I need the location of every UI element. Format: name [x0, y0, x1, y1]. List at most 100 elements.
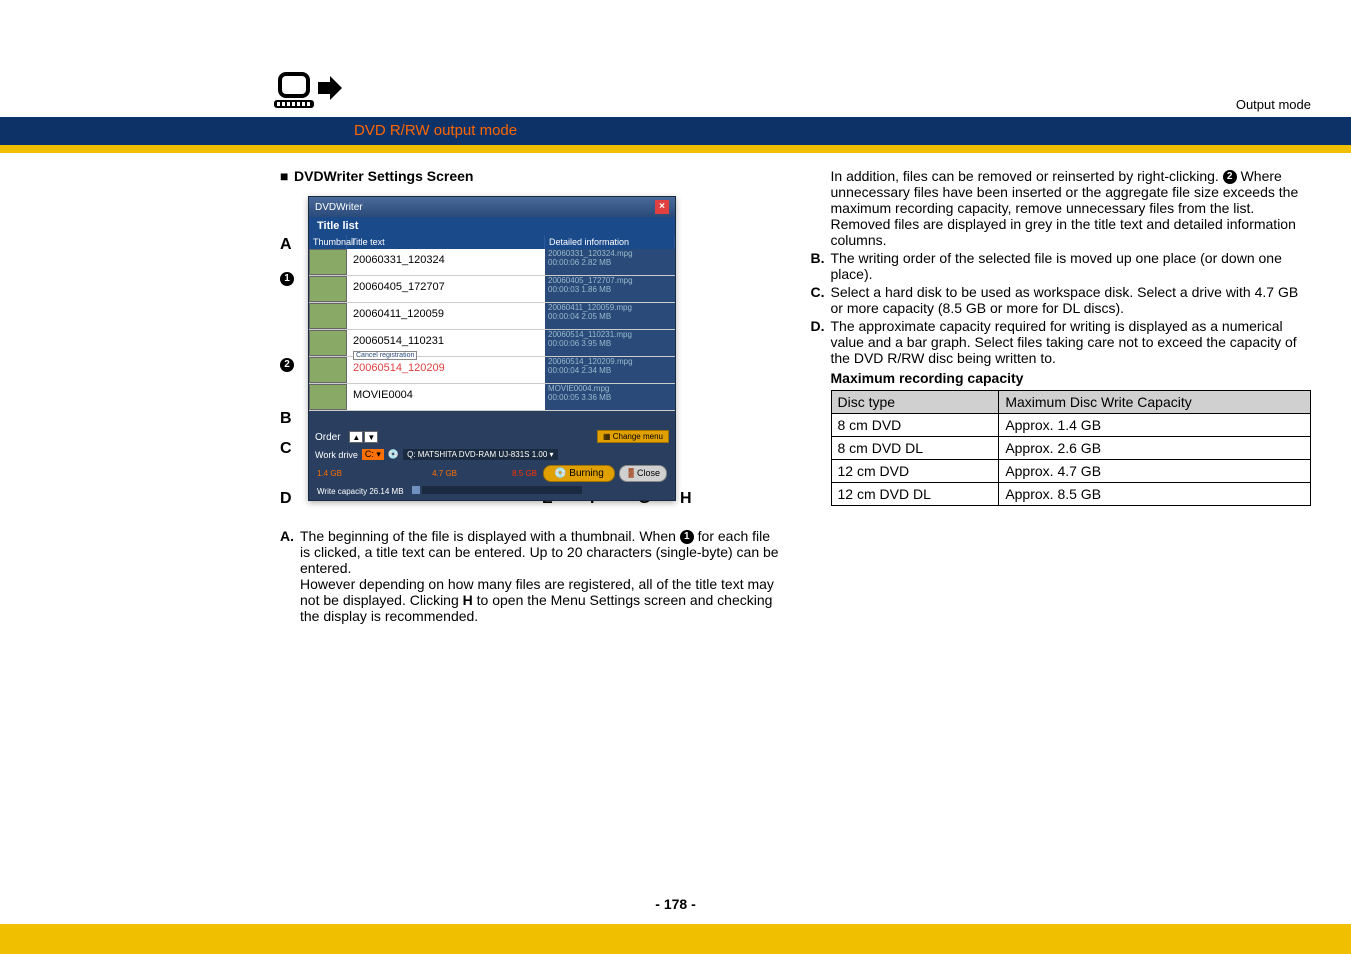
drive-letter-select[interactable]: C: ▾: [362, 449, 384, 460]
disc-capacity: Approx. 1.4 GB: [999, 414, 1311, 437]
page-number: - 178 -: [0, 896, 1351, 912]
order-down-button[interactable]: ▼: [364, 431, 378, 443]
thumbnail[interactable]: [309, 276, 347, 302]
section-title: DVD R/RW output mode: [354, 122, 517, 139]
table-row[interactable]: 20060411_120059 20060411_120059.mpg00:00…: [309, 303, 675, 330]
disc-type: 12 cm DVD DL: [831, 483, 999, 506]
page-header: Output mode DVD R/RW output mode: [0, 117, 1351, 153]
detail-info: 20060405_172707.mpg00:00:03 1.86 MB: [545, 276, 675, 302]
heading-row: ■ DVDWriter Settings Screen: [280, 168, 781, 184]
table-row: 12 cm DVD DLApprox. 8.5 GB: [831, 483, 1311, 506]
order-row: Order ▲ ▼ ▦ Change menu: [309, 427, 675, 446]
disc-capacity: Approx. 2.6 GB: [999, 437, 1311, 460]
title-text[interactable]: MOVIE0004: [347, 384, 545, 410]
right-column: In addition, files can be removed or rei…: [811, 168, 1312, 626]
label-C: C.: [811, 284, 831, 316]
disc-capacity: Approx. 4.7 GB: [999, 460, 1311, 483]
bullet-icon: ■: [280, 168, 294, 184]
write-capacity-label: Write capacity 26.14 MB: [317, 487, 404, 496]
title-list-header: Title list: [309, 217, 675, 235]
desc-C-text: Select a hard disk to be used as workspa…: [831, 284, 1312, 316]
callout-2: 2: [280, 356, 294, 374]
content-area: ■ DVDWriter Settings Screen A 1 2 B C D …: [280, 168, 1311, 626]
disc-type: 8 cm DVD: [831, 414, 999, 437]
title-text[interactable]: 20060331_120324: [347, 249, 545, 275]
callout-C: C: [280, 440, 292, 458]
thumbnail[interactable]: [309, 384, 347, 410]
burning-button[interactable]: 💿 Burning: [543, 465, 615, 482]
drive-path[interactable]: Q: MATSHITA DVD-RAM UJ-831S 1.00 ▾: [403, 449, 557, 460]
desc-A-text: The beginning of the file is displayed w…: [300, 528, 781, 624]
callout-D: D: [280, 490, 292, 508]
dvdwriter-window: DVDWriter × Title list Thumbnail Title t…: [308, 196, 676, 501]
capacity-table: Disc type Maximum Disc Write Capacity 8 …: [831, 390, 1312, 506]
table-row[interactable]: Cancel registration20060514_120209 20060…: [309, 357, 675, 384]
cap-14: 1.4 GB: [317, 469, 347, 478]
cap-85: 8.5 GB: [457, 469, 537, 478]
yellow-divider: [0, 145, 1351, 153]
table-row[interactable]: 20060331_120324 20060331_120324.mpg00:00…: [309, 249, 675, 276]
col-title: Title text: [347, 235, 545, 249]
capacity-section: Maximum recording capacity Disc type Max…: [811, 370, 1312, 506]
disc-type: 8 cm DVD DL: [831, 437, 999, 460]
file-list: 20060331_120324 20060331_120324.mpg00:00…: [309, 249, 675, 411]
detail-info: 20060514_120209.mpg00:00:04 2.34 MB: [545, 357, 675, 383]
cap-47: 4.7 GB: [347, 469, 457, 478]
disc-type: 12 cm DVD: [831, 460, 999, 483]
capacity-heading: Maximum recording capacity: [831, 370, 1312, 386]
table-row[interactable]: MOVIE0004 MOVIE0004.mpg00:00:05 3.36 MB: [309, 384, 675, 411]
desc-D-text: The approximate capacity required for wr…: [831, 318, 1312, 366]
description-A: A. The beginning of the file is displaye…: [280, 528, 781, 624]
description-C: C. Select a hard disk to be used as work…: [811, 284, 1312, 316]
thumbnail[interactable]: [309, 303, 347, 329]
description-D: D. The approximate capacity required for…: [811, 318, 1312, 366]
change-menu-button[interactable]: ▦ Change menu: [597, 430, 669, 443]
table-hdr-cap: Maximum Disc Write Capacity: [999, 391, 1311, 414]
disc-icon: 💿: [388, 449, 399, 460]
detail-info: MOVIE0004.mpg00:00:05 3.36 MB: [545, 384, 675, 410]
window-titlebar: DVDWriter ×: [309, 197, 675, 217]
callout-1: 1: [280, 270, 294, 288]
write-capacity-row: Write capacity 26.14 MB: [309, 486, 675, 500]
label-B: B.: [811, 250, 831, 282]
detail-info: 20060514_110231.mpg00:00:06 3.95 MB: [545, 330, 675, 356]
blue-header-bar: DVD R/RW output mode: [0, 117, 1351, 145]
title-text[interactable]: 20060411_120059: [347, 303, 545, 329]
desc-B-text: The writing order of the selected file i…: [831, 250, 1312, 282]
close-button[interactable]: 🚪Close: [619, 465, 667, 482]
description-B: B. The writing order of the selected fil…: [811, 250, 1312, 282]
detail-info: 20060411_120059.mpg00:00:04 2.05 MB: [545, 303, 675, 329]
detail-info: 20060331_120324.mpg00:00:06 2.82 MB: [545, 249, 675, 275]
table-row: 12 cm DVDApprox. 4.7 GB: [831, 460, 1311, 483]
order-label: Order: [315, 432, 341, 443]
thumbnail[interactable]: [309, 357, 347, 383]
bottom-yellow-bar: [0, 924, 1351, 954]
work-drive-row: Work drive C: ▾ 💿 Q: MATSHITA DVD-RAM UJ…: [309, 446, 675, 463]
title-text[interactable]: Cancel registration20060514_120209: [347, 357, 545, 383]
table-hdr-type: Disc type: [831, 391, 999, 414]
disc-capacity: Approx. 8.5 GB: [999, 483, 1311, 506]
thumbnail[interactable]: [309, 249, 347, 275]
callout-H: H: [680, 490, 692, 508]
table-row: 8 cm DVD DLApprox. 2.6 GB: [831, 437, 1311, 460]
capacity-bar: [412, 486, 420, 494]
col-thumbnail: Thumbnail: [309, 235, 347, 249]
window-title: DVDWriter: [315, 202, 363, 213]
work-drive-label: Work drive: [315, 450, 358, 460]
callout-B: B: [280, 410, 292, 428]
close-icon[interactable]: ×: [655, 200, 669, 214]
label-D: D.: [811, 318, 831, 366]
output-mode-label: Output mode: [1236, 97, 1311, 112]
heading-text: DVDWriter Settings Screen: [294, 168, 473, 184]
logo-icon: [274, 72, 344, 117]
title-text[interactable]: 20060405_172707: [347, 276, 545, 302]
table-row: 8 cm DVDApprox. 1.4 GB: [831, 414, 1311, 437]
left-column: ■ DVDWriter Settings Screen A 1 2 B C D …: [280, 168, 781, 626]
column-headers: Thumbnail Title text Detailed informatio…: [309, 235, 675, 249]
capacity-row: 1.4 GB 4.7 GB 8.5 GB 💿 Burning 🚪Close: [309, 463, 675, 486]
thumbnail[interactable]: [309, 330, 347, 356]
right-intro: In addition, files can be removed or rei…: [811, 168, 1312, 248]
table-row[interactable]: 20060405_172707 20060405_172707.mpg00:00…: [309, 276, 675, 303]
order-up-button[interactable]: ▲: [349, 431, 363, 443]
label-A: A.: [280, 528, 300, 624]
